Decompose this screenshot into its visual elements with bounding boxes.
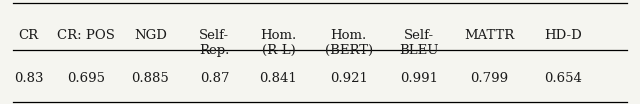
Text: 0.83: 0.83 bbox=[14, 72, 44, 85]
Text: 0.654: 0.654 bbox=[544, 72, 582, 85]
Text: CR: POS: CR: POS bbox=[58, 29, 115, 42]
Text: 0.841: 0.841 bbox=[260, 72, 297, 85]
Text: NGD: NGD bbox=[134, 29, 167, 42]
Text: 0.991: 0.991 bbox=[400, 72, 438, 85]
Text: Self-
BLEU: Self- BLEU bbox=[399, 29, 439, 57]
Text: 0.885: 0.885 bbox=[132, 72, 169, 85]
Text: 0.87: 0.87 bbox=[200, 72, 229, 85]
Text: MATTR: MATTR bbox=[465, 29, 515, 42]
Text: 0.799: 0.799 bbox=[470, 72, 509, 85]
Text: 0.921: 0.921 bbox=[330, 72, 368, 85]
Text: Hom.
(BERT): Hom. (BERT) bbox=[324, 29, 373, 57]
Text: Self-
Rep.: Self- Rep. bbox=[199, 29, 230, 57]
Text: HD-D: HD-D bbox=[545, 29, 582, 42]
Text: 0.695: 0.695 bbox=[67, 72, 106, 85]
Text: CR: CR bbox=[19, 29, 39, 42]
Text: Hom.
(R-L): Hom. (R-L) bbox=[260, 29, 296, 57]
